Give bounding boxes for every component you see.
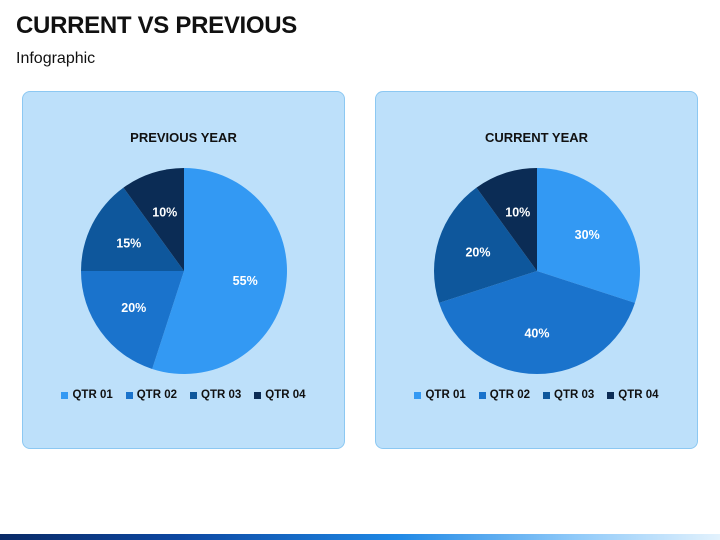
pie-slice-qtr-04 — [123, 168, 184, 271]
current-year-panel: CURRENT YEAR 30% 40% 20% 10% QTR 01 QTR 02 QT… — [375, 91, 698, 449]
pie-slice-qtr-03 — [81, 187, 184, 271]
pie-slice-qtr-02 — [439, 271, 635, 375]
pie-chart: 55% 20% 15% 10% — [81, 168, 287, 374]
slice-label: 55% — [233, 274, 258, 288]
legend-item: QTR 01 — [414, 389, 466, 401]
legend-item: QTR 02 — [478, 389, 530, 401]
pie-slice-qtr-04 — [476, 168, 537, 271]
legend-swatch — [254, 391, 262, 399]
legend-item: QTR 03 — [190, 389, 241, 401]
slice-label: 20% — [121, 301, 146, 315]
legend-swatch — [607, 391, 615, 399]
legend-label: QTR 02 — [136, 389, 177, 401]
slice-label: 10% — [152, 206, 177, 220]
pie-chart: 30% 40% 20% 10% — [433, 168, 641, 375]
legend-label: QTR 03 — [201, 389, 242, 401]
pie-slice-qtr-01 — [152, 168, 287, 374]
chart-title: PREVIOUS YEAR — [130, 130, 237, 145]
pie-slice-qtr-02 — [81, 271, 184, 369]
legend-item: QTR 01 — [61, 389, 113, 401]
pie-slice-qtr-01 — [537, 168, 641, 303]
slice-label: 10% — [505, 206, 530, 220]
legend-item: QTR 04 — [607, 389, 659, 401]
legend-swatch — [414, 391, 422, 399]
slice-label: 40% — [524, 327, 549, 341]
chart-title: CURRENT YEAR — [484, 130, 589, 145]
legend-label: QTR 01 — [72, 389, 113, 401]
page-subtitle: Infographic — [16, 50, 96, 67]
legend-label: QTR 02 — [489, 389, 530, 401]
legend-item: QTR 03 — [543, 389, 594, 401]
legend-label: QTR 04 — [618, 389, 659, 401]
legend-swatch — [478, 391, 486, 399]
chart-legend: QTR 01 QTR 02 QTR 03 QTR 04 — [23, 389, 344, 401]
slice-label: 30% — [575, 228, 600, 242]
legend-swatch — [125, 391, 133, 399]
slice-label: 20% — [465, 245, 490, 259]
legend-item: QTR 02 — [125, 389, 177, 401]
chart-legend: QTR 01 QTR 02 QTR 03 QTR 04 — [376, 389, 697, 401]
pie-slice-qtr-03 — [433, 187, 537, 303]
legend-label: QTR 04 — [265, 389, 306, 401]
previous-year-panel: PREVIOUS YEAR 55% 20% 15% 10% QTR 01 QTR 02 Q… — [22, 91, 345, 449]
legend-swatch — [61, 391, 69, 399]
legend-label: QTR 03 — [554, 389, 595, 401]
slice-label: 15% — [116, 236, 141, 250]
legend-item: QTR 04 — [254, 389, 306, 401]
page-title: CURRENT VS PREVIOUS — [16, 12, 298, 39]
legend-swatch — [190, 391, 197, 399]
bottom-accent-bar — [0, 534, 720, 540]
legend-swatch — [543, 391, 550, 399]
legend-label: QTR 01 — [425, 389, 466, 401]
